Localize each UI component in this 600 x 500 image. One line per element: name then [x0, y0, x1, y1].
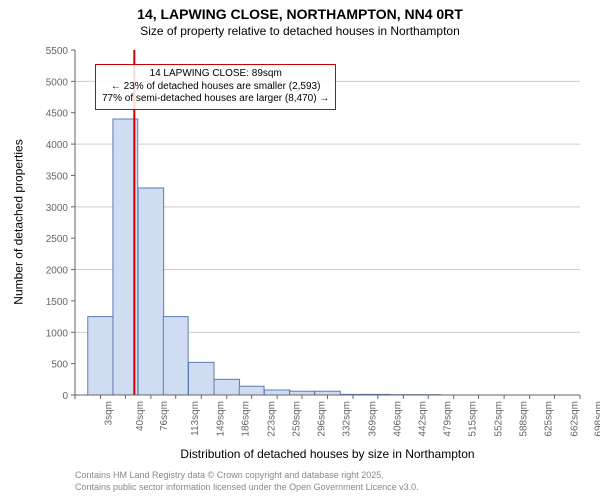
- annotation-line-1: 14 LAPWING CLOSE: 89sqm: [102, 68, 329, 81]
- xtick-label: 625sqm: [544, 401, 555, 437]
- xtick-label: 698sqm: [594, 401, 600, 437]
- xtick-label: 662sqm: [569, 401, 580, 437]
- xtick-label: 296sqm: [317, 401, 328, 437]
- ytick-label: 1500: [46, 297, 69, 308]
- histogram-bar: [88, 317, 114, 395]
- annotation-line-3: 77% of semi-detached houses are larger (…: [102, 93, 329, 106]
- ytick-label: 500: [51, 360, 68, 371]
- chart-subtitle: Size of property relative to detached ho…: [0, 24, 600, 38]
- xtick-label: 76sqm: [159, 401, 170, 431]
- footnote-line-1: Contains HM Land Registry data © Crown c…: [75, 470, 384, 480]
- annotation-line-2: ← 23% of detached houses are smaller (2,…: [102, 81, 329, 94]
- x-axis-label: Distribution of detached houses by size …: [75, 447, 580, 461]
- xtick-label: 259sqm: [291, 401, 302, 437]
- ytick-label: 5500: [46, 46, 69, 57]
- ytick-label: 3000: [46, 203, 69, 214]
- y-axis-label: Number of detached properties: [11, 49, 25, 394]
- histogram-bar: [163, 317, 188, 395]
- histogram-bar: [315, 391, 341, 395]
- xtick-label: 149sqm: [215, 401, 226, 437]
- xtick-label: 479sqm: [443, 401, 454, 437]
- ytick-label: 3500: [46, 171, 69, 182]
- xtick-label: 3sqm: [103, 401, 114, 425]
- xtick-label: 369sqm: [367, 401, 378, 437]
- xtick-label: 442sqm: [417, 401, 428, 437]
- xtick-label: 223sqm: [266, 401, 277, 437]
- xtick-label: 406sqm: [393, 401, 404, 437]
- xtick-label: 588sqm: [518, 401, 529, 437]
- histogram-bar: [264, 390, 290, 395]
- chart-container: 0 500 1000 1500 2000 2500 3000 3500 4000 4500 5000…: [0, 0, 600, 500]
- ytick-label: 4000: [46, 140, 69, 151]
- ytick-label: 5000: [46, 77, 69, 88]
- histogram-bar: [188, 362, 214, 395]
- xtick-label: 40sqm: [135, 401, 146, 431]
- xtick-label: 552sqm: [493, 401, 504, 437]
- property-annotation-box: 14 LAPWING CLOSE: 89sqm← 23% of detached…: [95, 64, 336, 110]
- histogram-bar: [214, 379, 240, 395]
- ytick-label: 4500: [46, 109, 69, 120]
- histogram-bar: [239, 386, 264, 395]
- xtick-label: 186sqm: [241, 401, 252, 437]
- chart-title: 14, LAPWING CLOSE, NORTHAMPTON, NN4 0RT: [0, 6, 600, 22]
- ytick-label: 2500: [46, 234, 69, 245]
- ytick-label: 0: [62, 391, 68, 402]
- footnote-line-2: Contains public sector information licen…: [75, 482, 419, 492]
- xtick-label: 515sqm: [468, 401, 479, 437]
- xtick-label: 113sqm: [190, 401, 201, 436]
- xtick-label: 332sqm: [342, 401, 353, 437]
- histogram-bar: [290, 391, 315, 395]
- ytick-label: 2000: [46, 266, 69, 277]
- histogram-bar: [138, 188, 164, 395]
- ytick-label: 1000: [46, 328, 69, 339]
